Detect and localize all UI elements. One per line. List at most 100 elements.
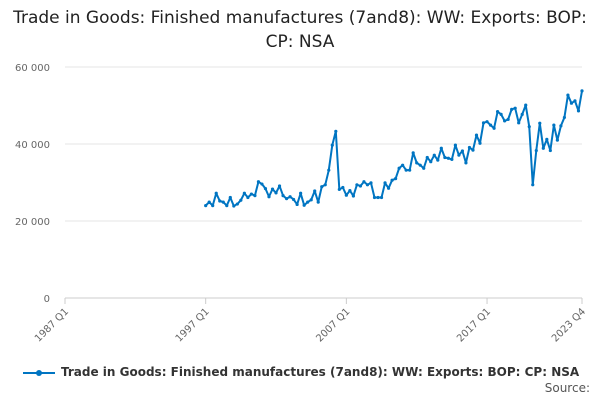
data-point: [228, 195, 232, 200]
data-point: [464, 161, 468, 165]
data-point: [270, 187, 275, 191]
data-point: [397, 166, 401, 170]
legend-marker-icon: [22, 369, 55, 376]
data-point: [253, 193, 257, 198]
data-point: [555, 138, 559, 142]
data-point: [495, 110, 500, 114]
data-point: [513, 106, 517, 110]
x-tick-label: 2017 Q1: [455, 306, 493, 344]
data-point: [214, 191, 218, 195]
data-point: [541, 146, 545, 150]
data-point: [520, 112, 524, 116]
data-point: [207, 200, 211, 204]
series-line: [204, 90, 583, 207]
data-point: [348, 188, 352, 193]
data-point: [478, 141, 482, 145]
data-point: [246, 195, 250, 200]
data-point: [281, 193, 285, 198]
data-point: [267, 195, 271, 199]
data-point: [323, 183, 327, 187]
data-point: [306, 200, 310, 204]
data-point: [204, 204, 208, 208]
data-point: [358, 184, 363, 188]
data-point: [474, 133, 479, 137]
data-point: [545, 137, 549, 141]
data-point: [492, 126, 496, 130]
chart-title: Trade in Goods: Finished manufactures (7…: [13, 8, 587, 52]
data-point: [376, 195, 380, 200]
data-point: [320, 185, 324, 189]
data-point: [218, 199, 222, 203]
data-point: [249, 192, 254, 196]
data-point: [299, 191, 303, 195]
data-point: [327, 168, 331, 172]
data-point: [351, 194, 355, 198]
data-point: [408, 168, 412, 172]
data-point: [548, 148, 552, 153]
data-point: [453, 143, 457, 147]
data-point: [446, 156, 450, 160]
data-point: [260, 182, 264, 186]
data-point: [562, 115, 567, 120]
data-point: [334, 129, 338, 133]
y-tick-label: 60 000: [15, 63, 50, 74]
x-tick-label: 1987 Q1: [33, 306, 71, 344]
data-point: [263, 187, 268, 191]
data-point: [527, 125, 531, 129]
data-point: [221, 200, 225, 204]
data-point: [309, 198, 313, 202]
data-point: [569, 101, 574, 105]
data-point: [242, 191, 246, 195]
data-point: [524, 103, 528, 107]
source-label: Source:: [544, 381, 590, 395]
data-point: [576, 109, 581, 113]
data-point: [316, 200, 320, 204]
data-point: [485, 120, 489, 124]
data-point: [383, 181, 387, 185]
data-point: [393, 177, 398, 181]
data-point: [580, 89, 584, 93]
data-point: [573, 99, 577, 103]
y-tick-label: 20 000: [15, 217, 50, 228]
data-point: [510, 107, 514, 111]
data-point: [531, 183, 535, 187]
data-point: [341, 185, 345, 190]
data-point: [288, 195, 292, 199]
data-point: [355, 183, 359, 187]
data-point: [235, 202, 239, 206]
data-point: [415, 161, 419, 165]
data-point: [365, 183, 370, 187]
data-point: [302, 203, 306, 207]
data-point: [211, 204, 215, 208]
data-point: [432, 153, 436, 157]
data-point: [330, 143, 334, 147]
data-point: [422, 166, 426, 170]
data-point: [277, 184, 282, 188]
data-point: [429, 160, 433, 164]
data-point: [457, 153, 461, 157]
data-point: [467, 145, 472, 150]
data-point: [450, 157, 454, 161]
legend[interactable]: Trade in Goods: Finished manufactures (7…: [0, 365, 600, 379]
data-point: [425, 155, 429, 160]
data-point: [534, 148, 538, 153]
data-point: [481, 121, 486, 125]
data-point: [313, 189, 317, 193]
data-point: [517, 121, 521, 125]
data-point: [386, 186, 391, 190]
data-point: [471, 148, 475, 152]
x-tick-label: 1997 Q1: [174, 306, 212, 344]
x-tick-label: 2023 Q4: [550, 306, 588, 344]
data-point: [274, 191, 278, 195]
data-point: [337, 187, 341, 192]
data-point: [284, 197, 289, 201]
data-point: [390, 178, 394, 182]
data-point: [401, 163, 405, 167]
data-point: [552, 123, 556, 127]
data-point: [295, 202, 299, 207]
data-point: [418, 163, 422, 167]
data-point: [566, 93, 570, 97]
data-point: [499, 112, 503, 116]
data-point: [256, 180, 261, 184]
